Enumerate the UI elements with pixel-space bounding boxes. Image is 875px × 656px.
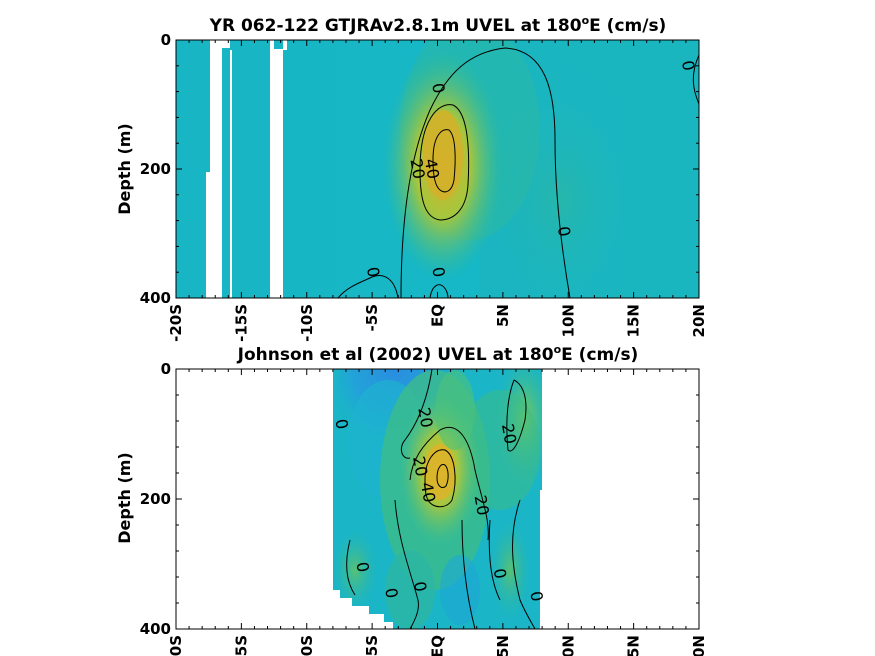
model-contour-label: 40 (421, 157, 443, 180)
model-contour-lines (337, 47, 699, 298)
observed-x-tick-label: 5N (494, 635, 512, 656)
model-x-tick-label: -5S (363, 304, 381, 331)
observed-x-tick-label: -5S (363, 635, 381, 656)
model-y-tick-label: 0 (161, 31, 171, 49)
model-contour-label: 0 (554, 225, 574, 238)
model-contour-label: 0 (678, 59, 698, 72)
model-x-tick-label: EQ (429, 304, 447, 327)
observed-x-tick-label: -10S (298, 635, 316, 656)
model-x-tick-label: 15N (625, 304, 643, 337)
model-contour-label: 0 (363, 265, 383, 278)
model-contour-label: 0 (428, 265, 448, 278)
model-y-tick-label: 400 (140, 289, 171, 307)
observed-x-tick-label: EQ (429, 635, 447, 656)
observed-contour-label: 0 (410, 580, 430, 593)
observed-y-tick-label: 200 (140, 490, 171, 508)
model-x-tick-label: 20N (690, 304, 708, 337)
observed-contour-label: 20 (471, 494, 493, 517)
observed-x-tick-label: 15N (625, 635, 643, 656)
observed-y-tick-label: 400 (140, 620, 171, 638)
model-x-tick-label: -20S (167, 304, 185, 342)
model-x-tick-label: -10S (298, 304, 316, 342)
observed-contour-lines (346, 369, 536, 629)
model-contour-label: 0 (428, 82, 448, 95)
observed-panel-title: Johnson et al (2002) UVEL at 180oE (cm/s… (237, 343, 639, 365)
model-x-tick-label: -15S (232, 304, 250, 342)
observed-y-tick-label: 0 (161, 360, 171, 378)
model-contour-label: 20 (406, 157, 428, 180)
observed-x-tick-label: 20N (690, 635, 708, 656)
observed-contour-label: 0 (526, 590, 546, 603)
model-uvel-field (176, 40, 699, 298)
observed-x-tick-label: -15S (232, 635, 250, 656)
model-y-tick-label: 200 (140, 160, 171, 178)
model-y-axis-label: Depth (m) (115, 123, 134, 215)
observed-contour-label: 0 (381, 586, 401, 599)
model-panel-title: YR 062-122 GTJRAv2.8.1m UVEL at 180oE (c… (209, 14, 667, 36)
observed-contour-label: 20 (498, 422, 520, 445)
observed-contour-label: 40 (417, 481, 439, 504)
model-uvel-panel: -20S -15S -10S -5S EQ 5N 10N 15N 20N020040002040… (115, 14, 708, 342)
observed-x-tick-label: -20S (167, 635, 185, 656)
observed-contour-label: 0 (490, 567, 510, 580)
observed-contour-label: 0 (352, 560, 372, 573)
model-x-tick-label: 10N (559, 304, 577, 337)
observed-x-tick-label: 10N (559, 635, 577, 656)
model-x-tick-label: 5N (494, 304, 512, 327)
observed-y-axis-label: Depth (m) (115, 452, 134, 544)
observed-contour-label: 20 (409, 455, 431, 478)
observed-contour-label: 20 (414, 406, 436, 429)
observed-uvel-field (333, 369, 542, 629)
observed-contour-label: 0 (331, 417, 351, 430)
